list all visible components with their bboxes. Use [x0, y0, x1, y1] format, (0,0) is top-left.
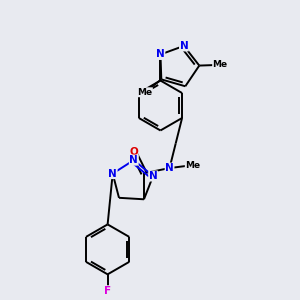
Text: Me: Me [213, 60, 228, 69]
Text: N: N [165, 163, 174, 173]
Text: N: N [149, 171, 158, 181]
Text: Me: Me [137, 88, 152, 97]
Text: N: N [108, 169, 117, 178]
Text: Me: Me [185, 160, 200, 169]
Text: F: F [104, 286, 111, 296]
Text: N: N [129, 155, 138, 165]
Text: N: N [156, 50, 165, 59]
Text: N: N [179, 41, 188, 51]
Text: O: O [129, 147, 138, 158]
